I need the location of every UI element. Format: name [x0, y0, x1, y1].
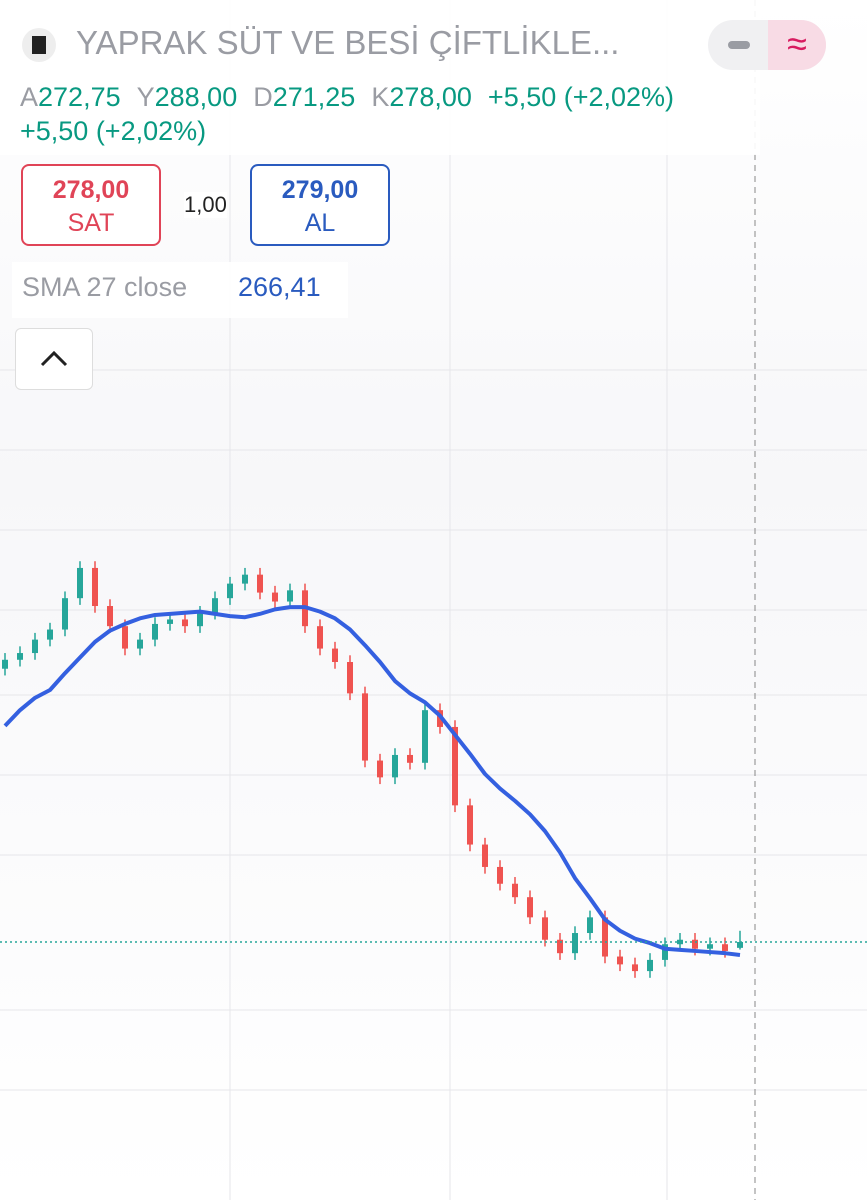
- candle-body: [422, 710, 428, 763]
- candle-body: [92, 567, 98, 607]
- candle-body: [722, 944, 728, 951]
- candle-body: [167, 619, 173, 624]
- ohlc-value: 271,25: [272, 82, 356, 112]
- candle-body: [317, 626, 323, 649]
- candle-body: [467, 805, 473, 845]
- candle-body: [497, 866, 503, 884]
- candle-body: [287, 590, 293, 602]
- ohlc-row: A272,75 Y288,00 D271,25 K278,00 +5,50 (+2,02…: [20, 82, 674, 113]
- candle-body: [587, 917, 593, 934]
- candle-body: [257, 574, 263, 593]
- candle-body: [512, 883, 518, 898]
- candle-body: [692, 939, 698, 949]
- candle-body: [332, 648, 338, 663]
- candle-body: [2, 659, 8, 669]
- ohlc-label: A: [20, 82, 39, 112]
- candle-body: [77, 567, 83, 599]
- candle-body: [632, 964, 638, 972]
- toolbar: ≈: [708, 20, 826, 70]
- collapse-button[interactable]: [15, 328, 93, 390]
- ohlc-label: K: [371, 82, 390, 112]
- ohlc-value: 272,75: [38, 82, 121, 112]
- candle-body: [647, 959, 653, 972]
- candle-body: [542, 917, 548, 940]
- candle-body: [482, 844, 488, 867]
- candle-body: [662, 944, 668, 960]
- candle-body: [47, 629, 53, 640]
- buy-button[interactable]: 279,00 AL: [250, 164, 390, 246]
- candle-body: [617, 956, 623, 965]
- candle-body: [407, 754, 413, 763]
- candle-body: [707, 944, 713, 949]
- candle-body: [107, 606, 113, 627]
- candle-body: [242, 574, 248, 584]
- candle-body: [557, 939, 563, 954]
- candle-body: [32, 639, 38, 654]
- candle-body: [122, 626, 128, 649]
- chart-type-button[interactable]: ≈: [768, 20, 826, 70]
- ohlc-label: Y: [136, 82, 155, 112]
- sma-line: [3, 605, 741, 957]
- candle-body: [197, 612, 203, 627]
- candle-body: [62, 598, 68, 630]
- indicator-legend: [12, 262, 348, 318]
- sell-button[interactable]: 278,00 SAT: [21, 164, 161, 246]
- ohlc-value: 278,00: [389, 82, 472, 112]
- chevron-icon: [40, 350, 68, 367]
- indicator-value: 266,41: [238, 272, 321, 302]
- change: +5,50 (+2,02%): [20, 116, 207, 146]
- symbol-icon: [22, 28, 56, 62]
- candle-body: [527, 897, 533, 918]
- candle-body: [137, 639, 143, 649]
- candle-body: [452, 726, 458, 806]
- candle-body: [182, 619, 188, 627]
- candle-body: [737, 941, 743, 948]
- ohlc-label: D: [253, 82, 273, 112]
- quantity[interactable]: 1,00: [184, 192, 227, 218]
- header: [0, 0, 760, 155]
- symbol-title[interactable]: YAPRAK SÜT VE BESİ ÇİFTLİKLE...: [76, 24, 620, 61]
- candle-body: [17, 653, 23, 660]
- candle-body: [212, 598, 218, 613]
- ohlc-value: 288,00: [154, 82, 238, 112]
- buy-price: 279,00: [281, 176, 359, 204]
- change: +5,50 (+2,02%): [487, 82, 675, 112]
- sell-price: 278,00: [52, 176, 130, 204]
- candle-body: [377, 760, 383, 778]
- candle-body: [347, 662, 353, 694]
- candle-body: [272, 592, 278, 602]
- candle-body: [602, 917, 608, 957]
- candle-body: [362, 693, 368, 761]
- candle-body: [227, 583, 233, 599]
- indicator-label[interactable]: SMA 27 close: [22, 272, 188, 302]
- buy-label: AL: [304, 209, 336, 237]
- sell-label: SAT: [67, 209, 115, 237]
- candle-body: [572, 933, 578, 954]
- candle-body: [392, 754, 398, 778]
- minimize-button[interactable]: [728, 41, 750, 49]
- candle-body: [152, 623, 158, 640]
